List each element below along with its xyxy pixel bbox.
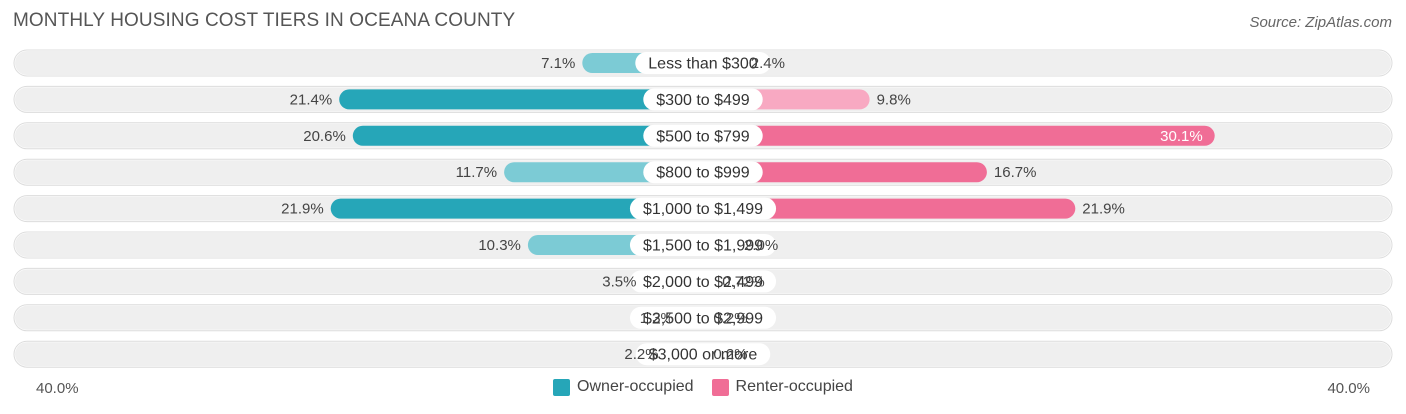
category-label: $1,500 to $1,999 xyxy=(643,238,763,255)
category-pill xyxy=(629,197,777,220)
owner-value-label: 11.7% xyxy=(456,164,497,181)
owner-value-label: 3.5% xyxy=(602,273,636,290)
renter-value-label: 21.9% xyxy=(1082,201,1125,218)
legend-swatch-renter xyxy=(711,378,729,396)
renter-value-label: 30.1% xyxy=(1160,128,1203,145)
category-label: $1,000 to $1,499 xyxy=(643,201,763,218)
category-pill xyxy=(643,161,763,184)
axis-right-label: 40.0% xyxy=(1327,380,1370,397)
owner-value-label: 2.2% xyxy=(624,346,658,363)
renter-value-label: 0.2% xyxy=(713,346,747,363)
owner-value-label: 10.3% xyxy=(478,237,521,254)
owner-value-label: 21.4% xyxy=(290,91,333,108)
renter-bar xyxy=(703,125,1215,146)
axis-left-label: 40.0% xyxy=(36,380,79,397)
owner-value-label: 21.9% xyxy=(281,201,324,218)
legend-label-renter: Renter-occupied xyxy=(735,378,853,395)
category-pill xyxy=(629,270,777,293)
renter-value-label: 16.7% xyxy=(994,164,1037,181)
category-label: $300 to $499 xyxy=(656,92,750,109)
category-pill xyxy=(643,88,763,111)
owner-bar xyxy=(339,89,703,110)
renter-bar xyxy=(703,198,1076,219)
category-pill xyxy=(629,234,777,256)
chart-title: MONTHLY HOUSING COST TIERS IN OCEANA COU… xyxy=(13,10,516,31)
category-label: $800 to $999 xyxy=(656,165,750,182)
renter-value-label: 0.2% xyxy=(713,310,747,327)
renter-value-label: 9.8% xyxy=(877,91,911,108)
category-pill xyxy=(635,52,771,74)
legend: Owner-occupied Renter-occupied xyxy=(0,378,1406,396)
owner-value-label: 20.6% xyxy=(303,128,346,145)
renter-value-label: 2.0% xyxy=(744,237,778,254)
category-label: $500 to $799 xyxy=(656,128,750,145)
owner-bar xyxy=(352,125,703,146)
category-label: Less than $300 xyxy=(648,56,758,73)
category-pill xyxy=(635,343,771,366)
owner-bar xyxy=(330,198,703,219)
category-label: $2,000 to $2,499 xyxy=(643,274,763,291)
category-pill xyxy=(643,124,763,147)
renter-value-label: 0.72% xyxy=(722,273,765,290)
category-label: $3,000 or more xyxy=(649,347,758,364)
owner-value-label: 7.1% xyxy=(541,55,575,72)
category-pill xyxy=(629,306,777,329)
legend-item-renter[interactable]: Renter-occupied xyxy=(711,378,853,396)
renter-value-label: 2.4% xyxy=(751,55,785,72)
category-label: $2,500 to $2,999 xyxy=(643,310,763,327)
legend-item-owner[interactable]: Owner-occupied xyxy=(553,378,694,396)
renter-bar xyxy=(703,162,987,183)
owner-value-label: 1.3% xyxy=(640,310,674,327)
source-label: Source: ZipAtlas.com xyxy=(1249,14,1392,31)
legend-swatch-owner xyxy=(553,378,571,396)
legend-label-owner: Owner-occupied xyxy=(577,378,694,395)
